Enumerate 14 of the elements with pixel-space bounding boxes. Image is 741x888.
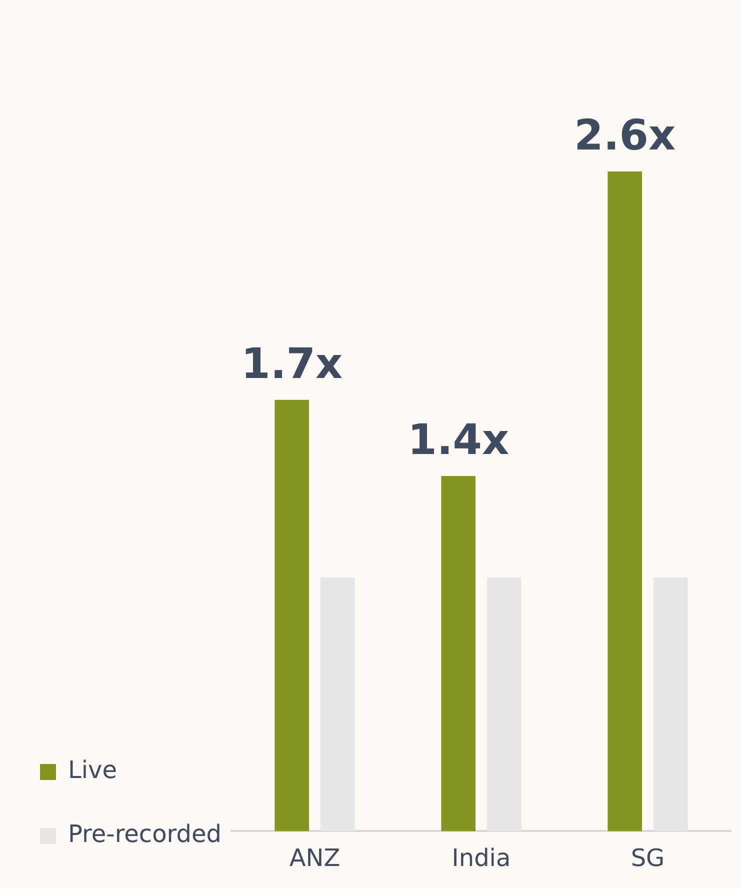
bar (653, 577, 688, 832)
data-label: 1.7x (241, 338, 343, 388)
bar (608, 171, 642, 832)
legend-label: Live (68, 756, 118, 784)
bar (441, 476, 476, 832)
x-tick-label: India (452, 844, 511, 872)
legend-label: Pre-recorded (68, 820, 222, 848)
bar (274, 400, 310, 832)
x-tick-label: SG (630, 844, 665, 872)
data-label: 1.4x (408, 414, 510, 464)
x-tick-label: ANZ (289, 844, 340, 872)
bar (486, 577, 522, 832)
bar (320, 577, 355, 832)
data-label: 2.6x (574, 110, 676, 160)
